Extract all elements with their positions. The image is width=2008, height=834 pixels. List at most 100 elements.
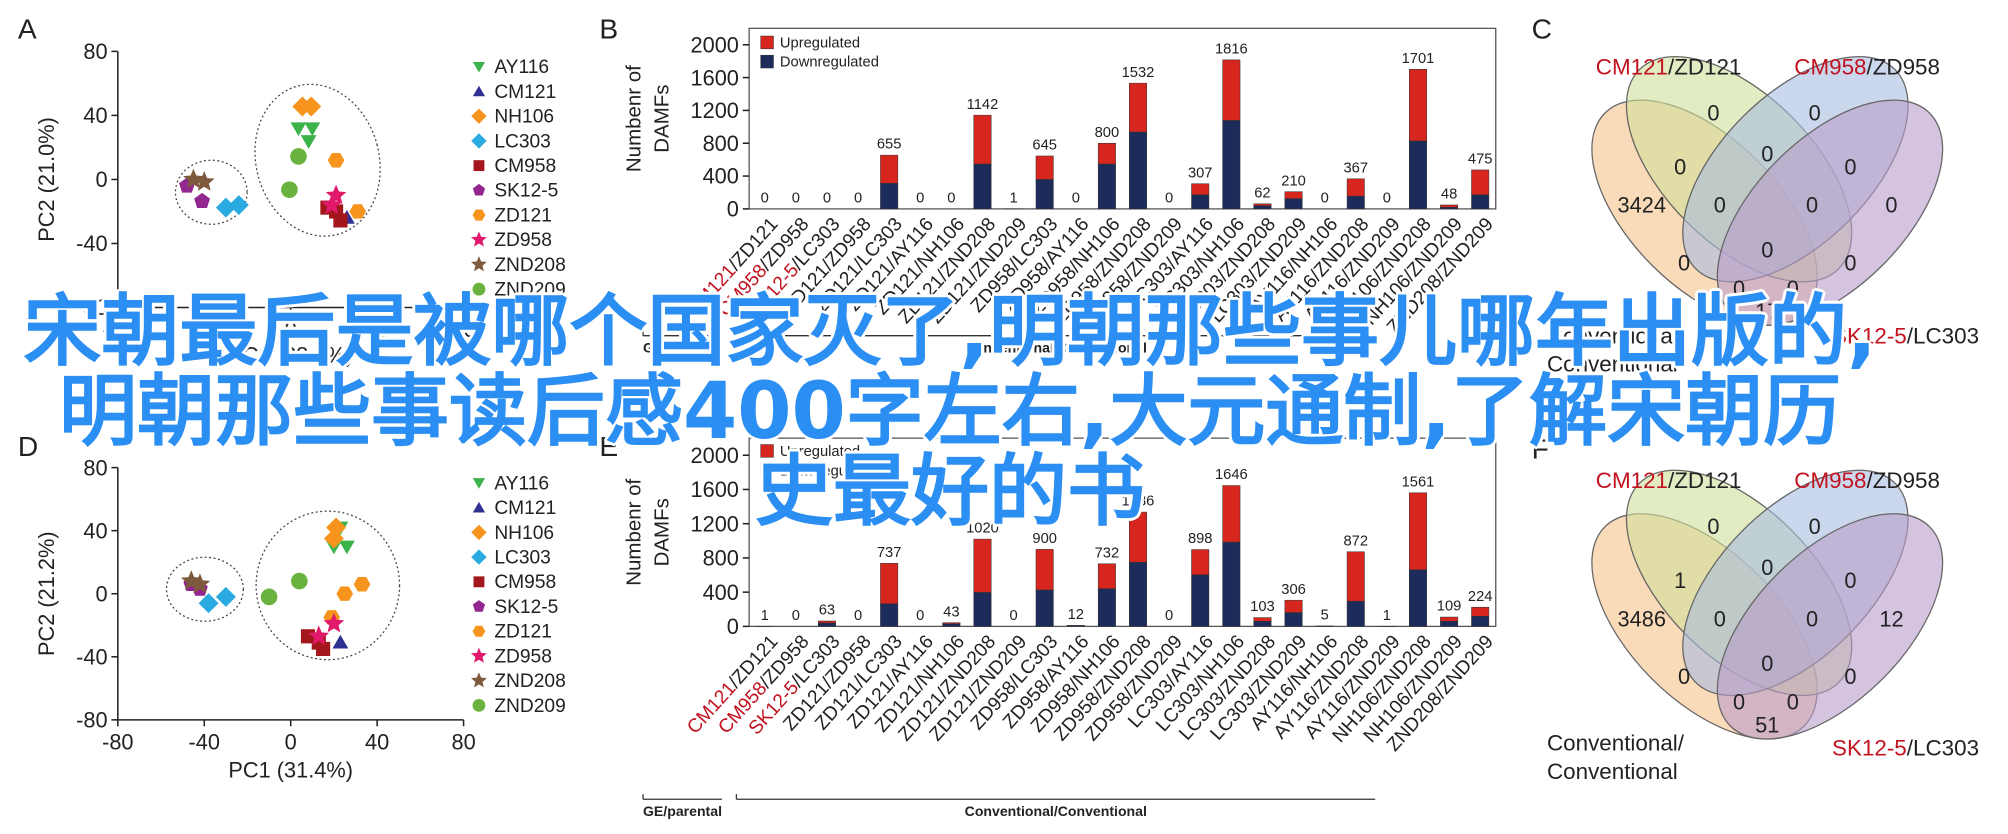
y-tick-label: 0 bbox=[95, 581, 107, 606]
bar-segment bbox=[1253, 205, 1272, 210]
bar-total-label: 63 bbox=[819, 603, 835, 619]
region-count: 0 bbox=[1787, 276, 1799, 301]
point bbox=[291, 572, 308, 590]
y-tick-label: 2000 bbox=[690, 32, 738, 57]
bar-total-label: 0 bbox=[1321, 190, 1329, 206]
bar-segment bbox=[1191, 183, 1210, 196]
bar-segment bbox=[880, 183, 899, 210]
bar-segment bbox=[1440, 616, 1459, 622]
bar-total-label: 737 bbox=[877, 545, 902, 561]
panel-label: A bbox=[18, 13, 37, 45]
point bbox=[193, 171, 215, 191]
point bbox=[349, 204, 367, 219]
panel-label: B bbox=[599, 13, 618, 45]
legend-label: AY116 bbox=[494, 57, 549, 78]
bar-segment bbox=[1346, 178, 1365, 197]
bar-segment bbox=[1346, 551, 1365, 602]
set-label: CM121/ZD121 bbox=[1596, 468, 1742, 493]
bar-total-label: 210 bbox=[1281, 173, 1306, 189]
bar-total-label: 0 bbox=[916, 608, 924, 624]
bar-total-label: 0 bbox=[1009, 608, 1017, 624]
bar-total-label: 0 bbox=[792, 608, 800, 624]
bar-total-label: 1020 bbox=[966, 521, 999, 537]
legend-label: Downregulated bbox=[780, 463, 879, 479]
region-count: 12 bbox=[1879, 606, 1903, 631]
legend-marker bbox=[472, 61, 486, 73]
plot-frame bbox=[748, 27, 1497, 210]
bar-segment bbox=[1284, 198, 1303, 210]
bar-segment bbox=[1253, 617, 1272, 622]
plot-frame bbox=[748, 437, 1497, 628]
bar-total-label: 800 bbox=[1095, 125, 1120, 141]
region-count: 0 bbox=[1674, 154, 1686, 179]
bar-total-label: 48 bbox=[1441, 187, 1457, 203]
legend-label: LC303 bbox=[494, 131, 551, 152]
point bbox=[323, 528, 344, 549]
bar-segment bbox=[1097, 163, 1116, 210]
y-tick-label: 800 bbox=[703, 546, 739, 571]
legend-label: ZD958 bbox=[494, 646, 552, 667]
legend-marker bbox=[472, 600, 486, 612]
bar-total-label: 1701 bbox=[1402, 51, 1435, 67]
set-label: CM958/ZD958 bbox=[1794, 468, 1940, 493]
x-tick-label: 80 bbox=[451, 317, 475, 342]
point bbox=[198, 593, 219, 614]
point bbox=[326, 517, 347, 538]
cluster-ellipse bbox=[165, 556, 244, 622]
bar-total-label: 898 bbox=[1188, 531, 1213, 547]
bar-segment bbox=[880, 154, 899, 184]
legend-label: ZND209 bbox=[494, 280, 565, 301]
region-count: 0 bbox=[1714, 193, 1726, 218]
bar-total-label: 306 bbox=[1281, 582, 1306, 598]
point bbox=[290, 148, 307, 165]
bar-segment bbox=[942, 623, 961, 627]
x-tick-label: 40 bbox=[365, 317, 389, 342]
x-tick-label: -40 bbox=[189, 317, 220, 342]
y-tick-label: -40 bbox=[76, 231, 107, 256]
legend-marker bbox=[471, 672, 487, 688]
bar-total-label: 1561 bbox=[1402, 474, 1435, 490]
point bbox=[228, 195, 249, 216]
legend-marker bbox=[472, 85, 486, 97]
bar-segment bbox=[1471, 169, 1490, 196]
legend-marker bbox=[473, 576, 485, 588]
legend-marker bbox=[472, 501, 486, 513]
set-ellipse bbox=[1716, 513, 1944, 740]
bar-total-label: 1816 bbox=[1215, 41, 1248, 57]
x-axis-label: PC1 (28.6%) bbox=[228, 343, 353, 368]
y-axis-label: PC2 (21.0%) bbox=[34, 117, 59, 242]
bar-total-label: 224 bbox=[1468, 589, 1493, 605]
y-axis-label: DAMFs bbox=[650, 498, 673, 566]
bar-total-label: 645 bbox=[1032, 138, 1057, 154]
bar-segment bbox=[973, 538, 992, 593]
bar-total-label: 367 bbox=[1343, 160, 1368, 176]
bar-segment bbox=[1409, 569, 1427, 627]
region-count: 0 bbox=[1844, 664, 1856, 689]
legend-label: AY116 bbox=[494, 473, 549, 494]
y-tick-label: -80 bbox=[76, 708, 107, 733]
point bbox=[183, 168, 204, 189]
region-count: 0 bbox=[1733, 276, 1745, 301]
x-tick-label: 0 bbox=[285, 317, 297, 342]
region-count: 0 bbox=[1844, 568, 1856, 593]
point bbox=[189, 573, 211, 594]
bar-segment bbox=[1409, 492, 1427, 570]
bar-segment bbox=[1191, 194, 1210, 210]
bar-segment bbox=[1222, 541, 1241, 627]
legend-marker bbox=[472, 478, 486, 489]
group-label: Conventional/Conventional bbox=[965, 803, 1147, 819]
legend-label: LC303 bbox=[494, 548, 551, 569]
cluster-ellipse bbox=[255, 510, 401, 661]
bar-total-label: 1142 bbox=[967, 97, 999, 113]
legend-label: CM958 bbox=[494, 572, 556, 593]
group-label: GE/parental bbox=[643, 339, 722, 355]
bar-segment bbox=[1471, 606, 1490, 617]
set-label: Conventional/Conventional bbox=[1547, 731, 1685, 784]
bar-total-label: 103 bbox=[1250, 599, 1275, 615]
overlay-caption: 宋朝最后是被哪个国家灭了,明朝那些事儿哪年出版的,明朝那些事读后感400字左右,… bbox=[23, 287, 1877, 537]
bar-total-label: 1336 bbox=[1122, 494, 1155, 510]
bar-total-label: 872 bbox=[1343, 533, 1368, 549]
legend-label: ZD958 bbox=[494, 230, 552, 251]
set-label: SK12-5/LC303 bbox=[1832, 736, 1979, 761]
